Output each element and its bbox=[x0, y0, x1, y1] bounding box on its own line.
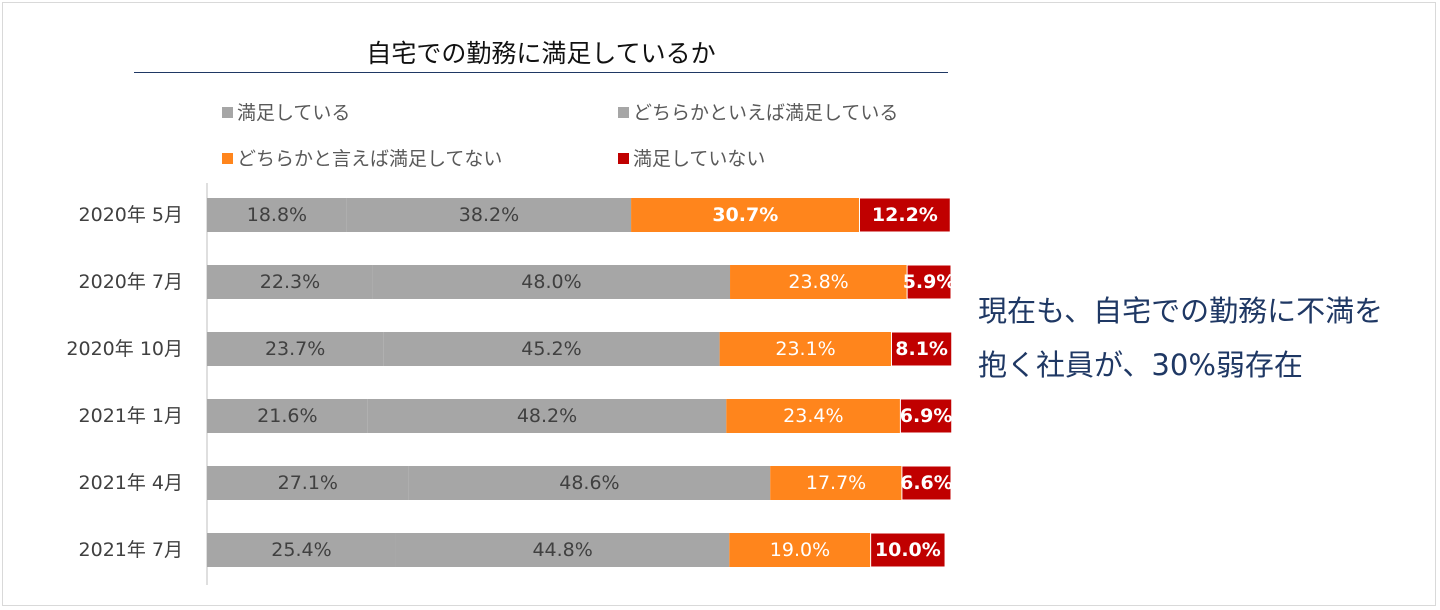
legend-swatch-somewhat-satisfied bbox=[618, 107, 629, 118]
data-label: 17.7% bbox=[806, 472, 866, 494]
data-label: 23.7% bbox=[265, 338, 325, 360]
bar-segment bbox=[408, 466, 771, 500]
legend-item-somewhat-satisfied: どちらかといえば満足している bbox=[618, 98, 898, 125]
bar-segment bbox=[899, 398, 953, 434]
bar-segment bbox=[207, 466, 409, 500]
bar-segment bbox=[726, 399, 901, 433]
bar-segment bbox=[346, 198, 632, 232]
bar-segment bbox=[858, 197, 951, 233]
data-label: 38.2% bbox=[459, 204, 519, 226]
bar-segment bbox=[719, 332, 892, 366]
bar-segment bbox=[901, 465, 952, 501]
data-label: 10.0% bbox=[875, 539, 941, 561]
row-label: 2020年 7月 bbox=[79, 271, 183, 293]
data-label: 23.4% bbox=[783, 405, 843, 427]
legend-label-dissatisfied: 満足していない bbox=[633, 148, 766, 170]
data-label: 6.9% bbox=[900, 405, 953, 427]
bar-segment bbox=[906, 264, 952, 300]
bar-segment bbox=[730, 265, 908, 299]
chart-title: 自宅での勤務に満足しているか bbox=[366, 39, 716, 68]
legend-item-somewhat-dissatisfied: どちらかと言えば満足してない bbox=[222, 144, 502, 171]
legend-swatch-satisfied bbox=[222, 107, 233, 118]
legend-label-satisfied: 満足している bbox=[237, 102, 351, 124]
data-label: 8.1% bbox=[895, 338, 948, 360]
bar-segment bbox=[207, 332, 384, 366]
bar-segment bbox=[870, 532, 946, 568]
data-label: 44.8% bbox=[532, 539, 592, 561]
data-label: 48.2% bbox=[517, 405, 577, 427]
annotation-line-1: 現在も、自宅での勤務に不満を bbox=[978, 294, 1384, 328]
legend-swatch-dissatisfied bbox=[618, 153, 629, 164]
row-label: 2021年 7月 bbox=[79, 539, 183, 561]
bar-segment bbox=[372, 265, 731, 299]
bar-segment bbox=[395, 533, 730, 567]
legend-label-somewhat-satisfied: どちらかといえば満足している bbox=[633, 102, 899, 124]
data-label: 27.1% bbox=[278, 472, 338, 494]
data-label: 48.0% bbox=[521, 271, 581, 293]
bar-segment bbox=[729, 533, 871, 567]
row-label: 2020年 10月 bbox=[66, 338, 183, 360]
legend-item-satisfied: 満足している bbox=[222, 98, 350, 125]
data-label: 22.3% bbox=[260, 271, 320, 293]
data-label: 6.6% bbox=[900, 472, 953, 494]
bar-segment bbox=[207, 198, 347, 232]
bar-segment bbox=[383, 332, 720, 366]
row-label: 2021年 1月 bbox=[79, 405, 183, 427]
bar-segment bbox=[631, 198, 860, 232]
legend-label-somewhat-dissatisfied: どちらかと言えば満足してない bbox=[237, 148, 503, 170]
data-label: 12.2% bbox=[872, 204, 938, 226]
legend-swatch-somewhat-dissatisfied bbox=[222, 153, 233, 164]
bar-segment bbox=[207, 533, 396, 567]
data-label: 25.4% bbox=[271, 539, 331, 561]
data-label: 48.6% bbox=[559, 472, 619, 494]
row-label: 2021年 4月 bbox=[79, 472, 183, 494]
data-label: 5.9% bbox=[903, 271, 956, 293]
data-label: 21.6% bbox=[257, 405, 317, 427]
bar-segment bbox=[770, 466, 902, 500]
data-label: 45.2% bbox=[521, 338, 581, 360]
bar-segment bbox=[890, 331, 953, 367]
bar-segment bbox=[367, 399, 727, 433]
bar-segment bbox=[207, 265, 373, 299]
data-label: 19.0% bbox=[770, 539, 830, 561]
data-label: 30.7% bbox=[712, 204, 778, 226]
row-label: 2020年 5月 bbox=[79, 204, 183, 226]
legend-item-dissatisfied: 満足していない bbox=[618, 144, 765, 171]
bar-segment bbox=[207, 399, 368, 433]
data-label: 23.8% bbox=[788, 271, 848, 293]
data-label: 18.8% bbox=[247, 204, 307, 226]
data-label: 23.1% bbox=[775, 338, 835, 360]
annotation-callout: 現在も、自宅での勤務に不満を 抱く社員が、30%弱存在 bbox=[978, 284, 1428, 392]
title-underline bbox=[134, 72, 948, 73]
annotation-line-2: 抱く社員が、30%弱存在 bbox=[978, 348, 1303, 382]
